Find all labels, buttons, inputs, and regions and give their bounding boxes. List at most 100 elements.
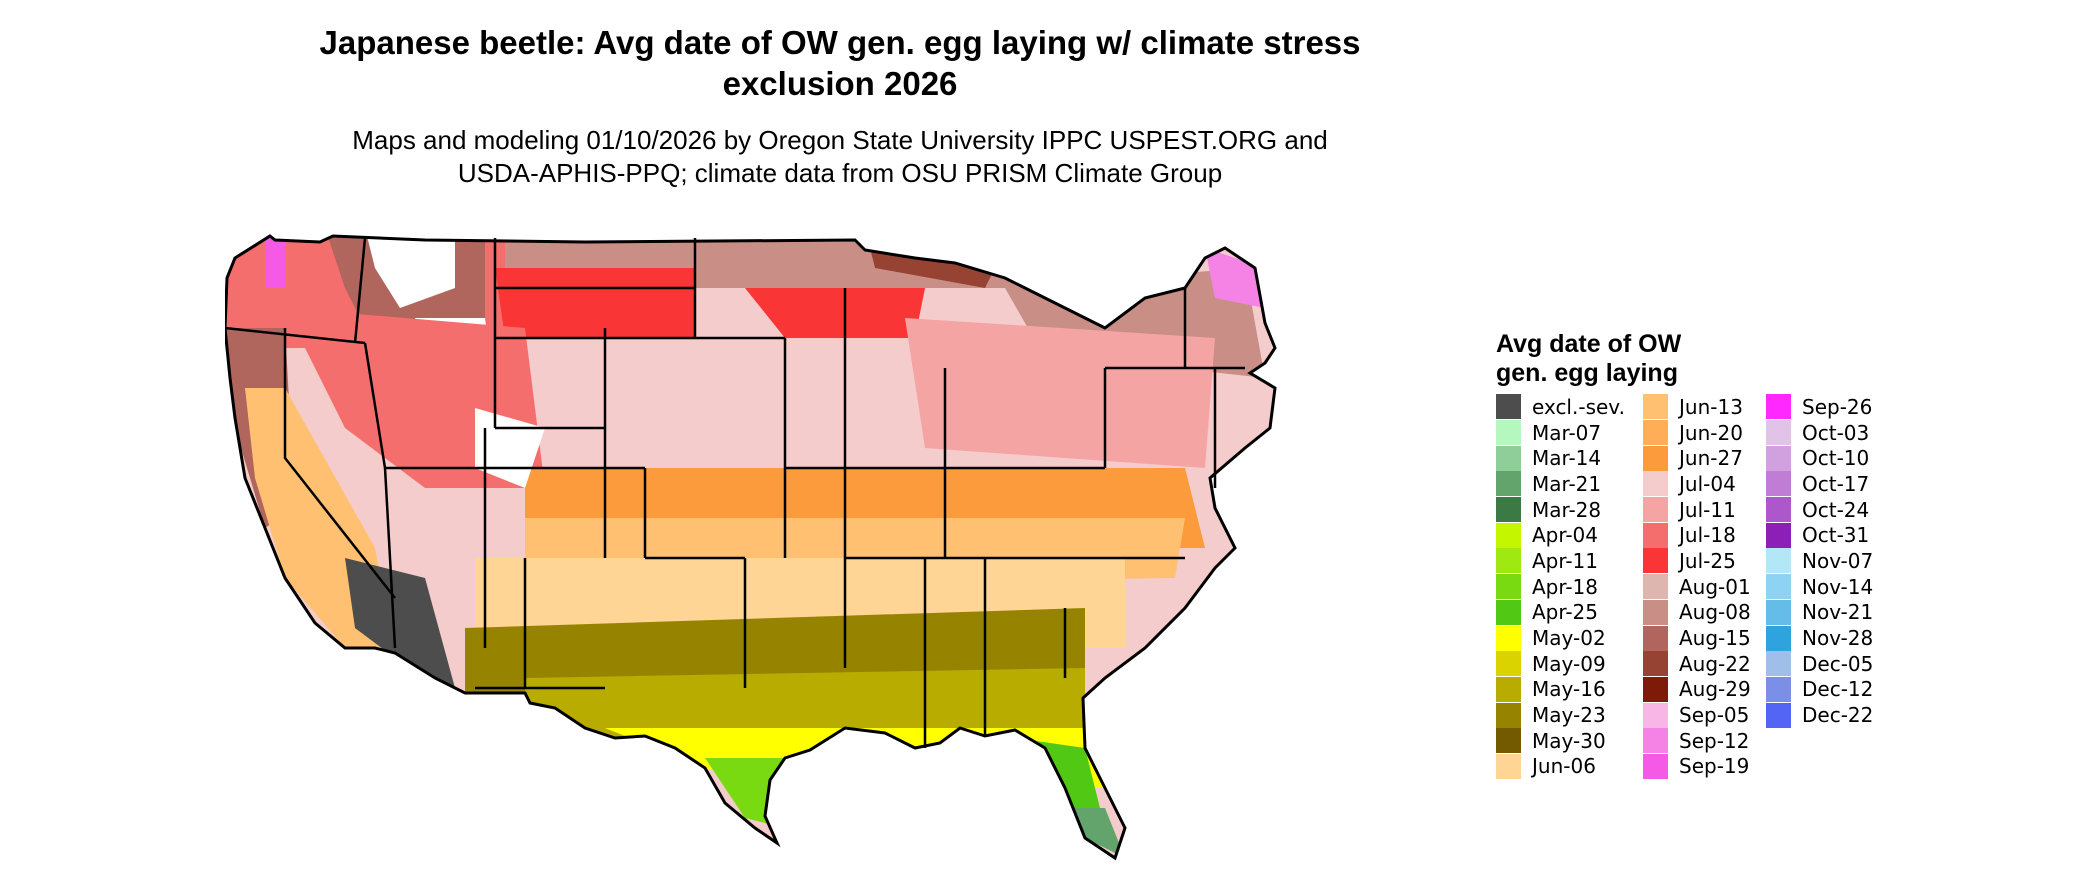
legend-label: Nov-07 [1802, 548, 1874, 573]
legend-item: Oct-24 [1766, 497, 1873, 523]
legend-label: excl.-sev. [1532, 394, 1625, 419]
legend-item: Nov-07 [1766, 548, 1873, 574]
legend-swatch [1643, 522, 1668, 548]
legend-item: Dec-12 [1766, 676, 1874, 703]
legend-swatch [1496, 394, 1521, 420]
legend-label: Oct-24 [1802, 497, 1870, 522]
legend-item: Jul-04 [1643, 471, 1751, 497]
legend-swatch [1766, 420, 1791, 446]
legend-item: Aug-01 [1643, 574, 1751, 600]
legend-item: Oct-03 [1766, 420, 1873, 446]
legend-item: Aug-22 [1643, 651, 1751, 677]
legend-item: Aug-29 [1643, 676, 1751, 703]
legend-swatch [1643, 625, 1668, 651]
legend-swatch [1496, 497, 1521, 523]
legend-item: Sep-12 [1643, 728, 1751, 754]
legend-swatch [1496, 522, 1521, 548]
legend-item: Jul-11 [1643, 497, 1751, 523]
legend-item: Apr-04 [1496, 522, 1625, 548]
us-outline [225, 234, 1277, 861]
legend-label: Dec-05 [1802, 651, 1874, 676]
legend-swatch [1643, 420, 1668, 446]
region-cascades [265, 236, 285, 288]
legend-label: Nov-21 [1802, 600, 1874, 625]
legend-label: Dec-12 [1802, 677, 1874, 702]
legend-swatch [1643, 599, 1668, 625]
legend-item: Jun-20 [1643, 420, 1751, 446]
legend-label: Mar-07 [1532, 420, 1602, 445]
legend-item: Mar-28 [1496, 497, 1625, 523]
legend-label: Oct-10 [1802, 446, 1870, 471]
legend-column-2: Jun-13 Jun-20 Jun-27 Jul-04 Jul-11 Jul-18 Jul-… [1643, 394, 1751, 779]
legend-label: Jun-06 [1532, 754, 1596, 779]
legend-swatch [1643, 753, 1668, 779]
legend-label: Mar-28 [1532, 497, 1602, 522]
legend-label: Jun-20 [1679, 420, 1743, 445]
legend-swatch [1496, 728, 1521, 754]
legend-title: Avg date of OW gen. egg laying [1496, 330, 1681, 388]
legend-item: May-30 [1496, 728, 1625, 754]
legend-label: May-09 [1532, 651, 1606, 676]
legend-item: Jun-27 [1643, 445, 1751, 471]
legend-label: Nov-14 [1802, 574, 1874, 599]
legend-swatch [1643, 651, 1668, 677]
us-map [225, 234, 1277, 861]
legend-label: Jun-27 [1679, 446, 1743, 471]
legend-item: Mar-14 [1496, 445, 1625, 471]
legend-item: May-23 [1496, 702, 1625, 728]
legend-swatch [1766, 574, 1791, 600]
legend-item: Aug-08 [1643, 599, 1751, 626]
legend-column-3: Sep-26 Oct-03 Oct-10 Oct-17 Oct-24 Oct-31 Nov-… [1766, 394, 1873, 728]
legend-swatch [1766, 599, 1791, 625]
legend-item: May-02 [1496, 625, 1625, 651]
legend-swatch [1496, 753, 1521, 779]
legend-swatch [1496, 702, 1521, 728]
legend-label: Oct-03 [1802, 420, 1870, 445]
legend-label: Dec-22 [1802, 703, 1874, 728]
legend-item: Nov-28 [1766, 625, 1873, 651]
legend-label: Jul-11 [1679, 497, 1736, 522]
map-subtitle-line-1: Maps and modeling 01/10/2026 by Oregon S… [352, 125, 1328, 155]
legend-label: May-23 [1532, 703, 1606, 728]
legend-label: Nov-28 [1802, 626, 1874, 651]
region-desert-southwest [345, 558, 455, 688]
legend-item: Apr-11 [1496, 548, 1625, 574]
legend-swatch [1496, 625, 1521, 651]
legend-title-line-2: gen. egg laying [1496, 359, 1678, 387]
legend-label: Aug-29 [1679, 677, 1751, 702]
legend-swatch [1643, 676, 1668, 702]
legend-item: Dec-22 [1766, 702, 1873, 728]
map-subtitle: Maps and modeling 01/10/2026 by Oregon S… [160, 124, 1520, 190]
legend-item: Jul-25 [1643, 548, 1751, 574]
legend-item: Dec-05 [1766, 651, 1873, 677]
region-dakotas-nebraska [495, 268, 695, 338]
legend-label: Sep-05 [1679, 703, 1750, 728]
legend-swatch [1766, 522, 1791, 548]
map-title-line-2: exclusion 2026 [722, 65, 958, 102]
region-south-florida [1065, 808, 1125, 858]
legend-swatch [1496, 599, 1521, 625]
legend-item: Mar-21 [1496, 471, 1625, 497]
state-borders [225, 237, 1245, 748]
legend-swatch [1766, 548, 1791, 574]
legend-label: Mar-14 [1532, 446, 1602, 471]
legend-item: Apr-18 [1496, 574, 1625, 600]
legend-label: Mar-21 [1532, 471, 1602, 496]
legend-label: May-16 [1532, 677, 1606, 702]
legend-label: Aug-08 [1679, 600, 1751, 625]
legend-label: Apr-25 [1532, 600, 1598, 625]
legend-item: Mar-07 [1496, 420, 1625, 446]
legend-label: Jun-13 [1679, 394, 1743, 419]
legend-item: Sep-19 [1643, 753, 1751, 780]
legend-swatch [1766, 497, 1791, 523]
legend-swatch [1643, 702, 1668, 728]
region-high-mountains-excluded [365, 236, 455, 308]
legend-swatch [1496, 420, 1521, 446]
legend-label: Aug-15 [1679, 626, 1751, 651]
legend-label: Oct-17 [1802, 471, 1870, 496]
legend-swatch [1496, 651, 1521, 677]
legend-swatch [1496, 574, 1521, 600]
legend-label: Apr-11 [1532, 548, 1598, 573]
legend-label: Apr-18 [1532, 574, 1598, 599]
legend-swatch [1766, 471, 1791, 497]
